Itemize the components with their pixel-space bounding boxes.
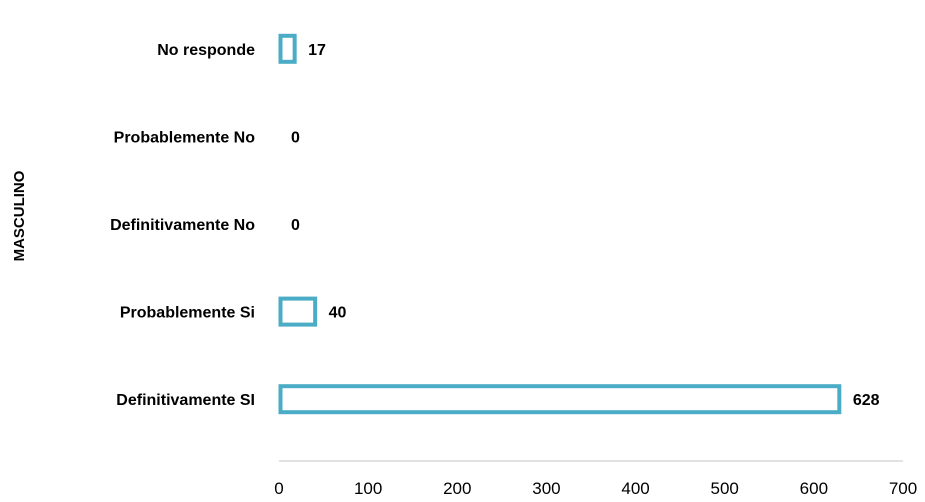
category-labels-layer: No responde Probablemente No Definitivamen… [110, 42, 255, 409]
x-tick-label-0: 0 [274, 479, 283, 498]
value-label-probablemente-si: 40 [329, 305, 347, 322]
bar-definitivamente-si [278, 384, 842, 415]
category-label-definitivamente-si: Definitivamente SI [116, 392, 255, 409]
value-label-no-responde: 17 [308, 42, 326, 59]
x-tick-label-700: 700 [889, 479, 917, 498]
group-label: MASCULINO [11, 170, 28, 261]
category-label-definitivamente-no: Definitivamente No [110, 217, 255, 234]
bars-layer [278, 33, 842, 415]
x-tick-label-200: 200 [443, 479, 471, 498]
value-labels-layer: 17 0 0 40 628 [291, 42, 880, 409]
category-label-probablemente-si: Probablemente Si [120, 305, 255, 322]
x-tick-labels-layer: 0 100 200 300 400 500 600 700 [274, 479, 917, 498]
value-label-probablemente-no: 0 [291, 129, 300, 146]
value-label-definitivamente-si: 628 [853, 392, 880, 409]
bar-no-responde [278, 33, 297, 64]
x-tick-label-100: 100 [354, 479, 382, 498]
x-tick-label-500: 500 [711, 479, 739, 498]
x-tick-label-400: 400 [621, 479, 649, 498]
value-label-definitivamente-no: 0 [291, 217, 300, 234]
x-tick-label-600: 600 [800, 479, 828, 498]
bar-probablemente-si [278, 296, 318, 327]
category-label-probablemente-no: Probablemente No [114, 129, 256, 146]
x-tick-label-300: 300 [532, 479, 560, 498]
category-label-no-responde: No responde [157, 42, 255, 59]
